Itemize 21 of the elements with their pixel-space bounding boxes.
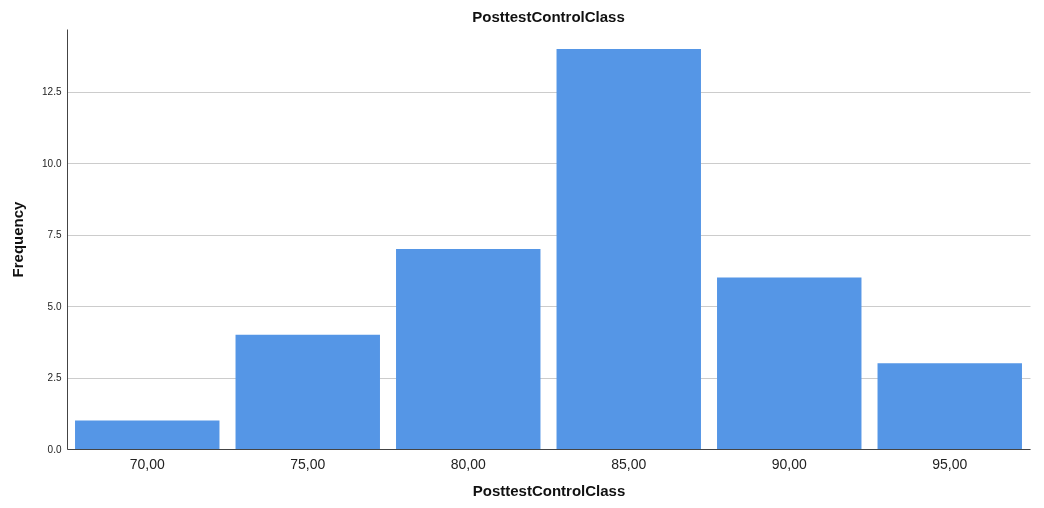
bar (396, 249, 541, 449)
x-tick-label: 95,00 (932, 455, 968, 472)
bar (717, 277, 862, 449)
x-tick-label: 85,00 (611, 455, 647, 472)
y-tick-label: 0.0 (47, 443, 62, 455)
y-tick-label: 7.5 (47, 229, 62, 241)
bar (556, 49, 701, 449)
y-tick-label: 12.5 (42, 86, 62, 98)
x-tick-label: 80,00 (450, 455, 486, 472)
x-axis-title: PosttestControlClass (472, 481, 626, 499)
bar (235, 334, 380, 449)
x-tick-label: 70,00 (129, 455, 165, 472)
y-tick-label: 5.0 (47, 300, 62, 312)
x-tick-label: 75,00 (290, 455, 326, 472)
bar (877, 363, 1022, 449)
y-tick-label: 2.5 (47, 372, 62, 384)
y-axis-title: Frequency (9, 200, 27, 278)
bar (75, 420, 220, 449)
chart-title: PosttestControlClass (472, 8, 625, 25)
x-tick-label: 90,00 (771, 455, 807, 472)
y-tick-label: 10.0 (42, 157, 62, 169)
